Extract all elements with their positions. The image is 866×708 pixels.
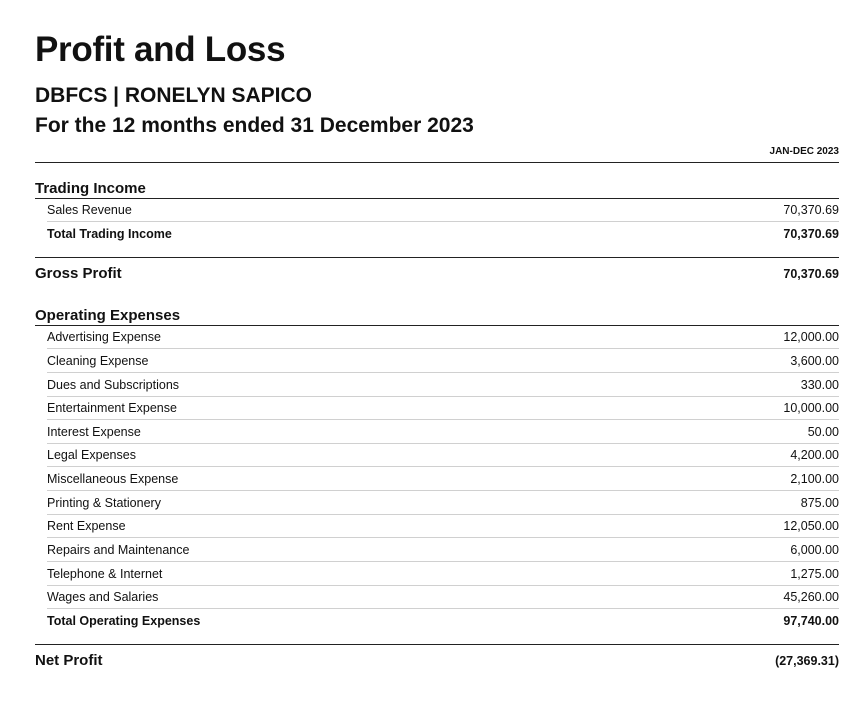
row-amount: 70,370.69 (783, 203, 839, 217)
row-divider (47, 537, 839, 538)
row-divider (47, 561, 839, 562)
row-amount: 12,000.00 (783, 330, 839, 344)
total-amount: 70,370.69 (783, 227, 839, 241)
row-label: Miscellaneous Expense (47, 472, 179, 486)
row-amount: 2,100.00 (790, 472, 839, 486)
row-divider (47, 396, 839, 397)
table-row: Miscellaneous Expense 2,100.00 (35, 468, 839, 491)
row-divider (47, 585, 839, 586)
row-label: Dues and Subscriptions (47, 378, 180, 392)
section-divider (35, 198, 839, 199)
gross-profit-row: Gross Profit 70,370.69 (35, 265, 839, 285)
row-label: Interest Expense (47, 425, 141, 439)
row-divider (47, 514, 839, 515)
table-row: Printing & Stationery 875.00 (35, 492, 839, 515)
table-row: Wages and Salaries 45,260.00 (35, 586, 839, 609)
row-amount: 875.00 (800, 496, 839, 510)
row-amount: 50.00 (807, 425, 839, 439)
row-divider (47, 221, 839, 222)
row-amount: 330.00 (800, 378, 839, 392)
row-divider (47, 348, 839, 349)
row-divider (47, 443, 839, 444)
column-header: JAN-DEC 2023 (769, 146, 839, 157)
net-profit-divider (35, 644, 839, 645)
row-amount: 12,050.00 (783, 519, 839, 533)
row-amount: 10,000.00 (783, 401, 839, 415)
organization-name: DBFCS | RONELYN SAPICO (35, 84, 312, 107)
table-row: Cleaning Expense 3,600.00 (35, 350, 839, 373)
table-row: Advertising Expense 12,000.00 (35, 326, 839, 349)
row-divider (47, 490, 839, 491)
row-label: Telephone & Internet (47, 567, 163, 581)
table-row: Telephone & Internet 1,275.00 (35, 563, 839, 586)
row-divider (47, 466, 839, 467)
row-label: Repairs and Maintenance (47, 543, 190, 557)
header-divider (35, 162, 839, 163)
gross-profit-amount: 70,370.69 (783, 267, 839, 281)
table-row: Interest Expense 50.00 (35, 421, 839, 444)
section-divider (35, 325, 839, 326)
row-amount: 4,200.00 (790, 448, 839, 462)
report-title: Profit and Loss (35, 30, 286, 69)
table-row: Repairs and Maintenance 6,000.00 (35, 539, 839, 562)
total-amount: 97,740.00 (783, 614, 839, 628)
row-amount: 3,600.00 (790, 354, 839, 368)
total-label: Total Operating Expenses (47, 614, 201, 628)
row-label: Rent Expense (47, 519, 126, 533)
table-row: Dues and Subscriptions 330.00 (35, 374, 839, 397)
total-label: Total Trading Income (47, 227, 172, 241)
report-period: For the 12 months ended 31 December 2023 (35, 114, 474, 137)
row-label: Sales Revenue (47, 203, 132, 217)
row-label: Entertainment Expense (47, 401, 177, 415)
section-title-trading-income: Trading Income (35, 180, 146, 197)
gross-profit-divider (35, 257, 839, 258)
section-title-operating-expenses: Operating Expenses (35, 307, 181, 324)
row-divider (47, 608, 839, 609)
total-row-operating-expenses: Total Operating Expenses 97,740.00 (35, 610, 839, 633)
row-label: Advertising Expense (47, 330, 161, 344)
table-row: Entertainment Expense 10,000.00 (35, 397, 839, 420)
row-amount: 6,000.00 (790, 543, 839, 557)
net-profit-label: Net Profit (35, 652, 103, 669)
table-row: Legal Expenses 4,200.00 (35, 444, 839, 467)
row-amount: 1,275.00 (790, 567, 839, 581)
row-label: Cleaning Expense (47, 354, 149, 368)
row-divider (47, 419, 839, 420)
row-label: Printing & Stationery (47, 496, 161, 510)
gross-profit-label: Gross Profit (35, 265, 122, 282)
net-profit-row: Net Profit (27,369.31) (35, 652, 839, 672)
total-row-trading-income: Total Trading Income 70,370.69 (35, 223, 839, 246)
row-label: Wages and Salaries (47, 590, 159, 604)
row-divider (47, 372, 839, 373)
row-amount: 45,260.00 (783, 590, 839, 604)
table-row: Sales Revenue 70,370.69 (35, 199, 839, 222)
net-profit-amount: (27,369.31) (775, 654, 839, 668)
row-label: Legal Expenses (47, 448, 136, 462)
table-row: Rent Expense 12,050.00 (35, 515, 839, 538)
